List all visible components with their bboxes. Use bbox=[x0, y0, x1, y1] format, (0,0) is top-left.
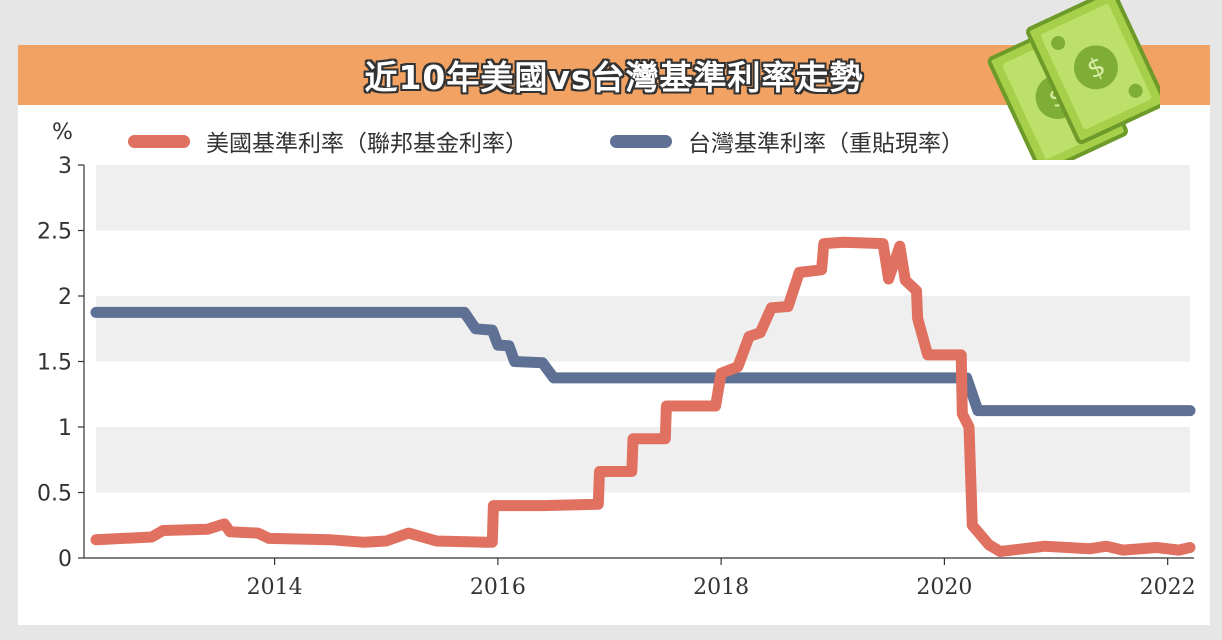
y-tick-label: 2 bbox=[58, 285, 72, 310]
x-tick-label: 2020 bbox=[916, 575, 972, 600]
y-tick-label: 2.5 bbox=[37, 220, 72, 245]
legend-swatch-tw bbox=[610, 134, 672, 148]
legend-label-us: 美國基準利率（聯邦基金利率） bbox=[206, 131, 528, 157]
legend-label-tw: 台灣基準利率（重貼現率） bbox=[688, 131, 964, 157]
y-tick-label: 0.5 bbox=[37, 482, 72, 507]
chart-title: 近10年美國vs台灣基準利率走勢 bbox=[364, 58, 864, 97]
grid-band bbox=[96, 296, 1190, 362]
y-unit-label: % bbox=[52, 120, 73, 145]
x-tick-label: 2018 bbox=[693, 575, 749, 600]
x-tick-label: 2016 bbox=[470, 575, 526, 600]
series-line-us bbox=[90, 236, 1196, 557]
y-tick-label: 1.5 bbox=[37, 351, 72, 376]
series-line-tw bbox=[90, 306, 1196, 417]
money-bills-icon: $ $ bbox=[987, 0, 1160, 160]
legend-item-tw: 台灣基準利率（重貼現率） bbox=[610, 124, 964, 158]
y-tick-label: 0 bbox=[58, 547, 72, 572]
x-tick-label: 2014 bbox=[247, 575, 303, 600]
y-tick-label: 3 bbox=[58, 154, 72, 179]
y-tick-label: 1 bbox=[58, 416, 72, 441]
grid-band bbox=[96, 165, 1190, 231]
legend-item-us: 美國基準利率（聯邦基金利率） bbox=[128, 124, 528, 158]
legend-swatch-us bbox=[128, 134, 190, 148]
x-tick-label: 2022 bbox=[1140, 575, 1196, 600]
